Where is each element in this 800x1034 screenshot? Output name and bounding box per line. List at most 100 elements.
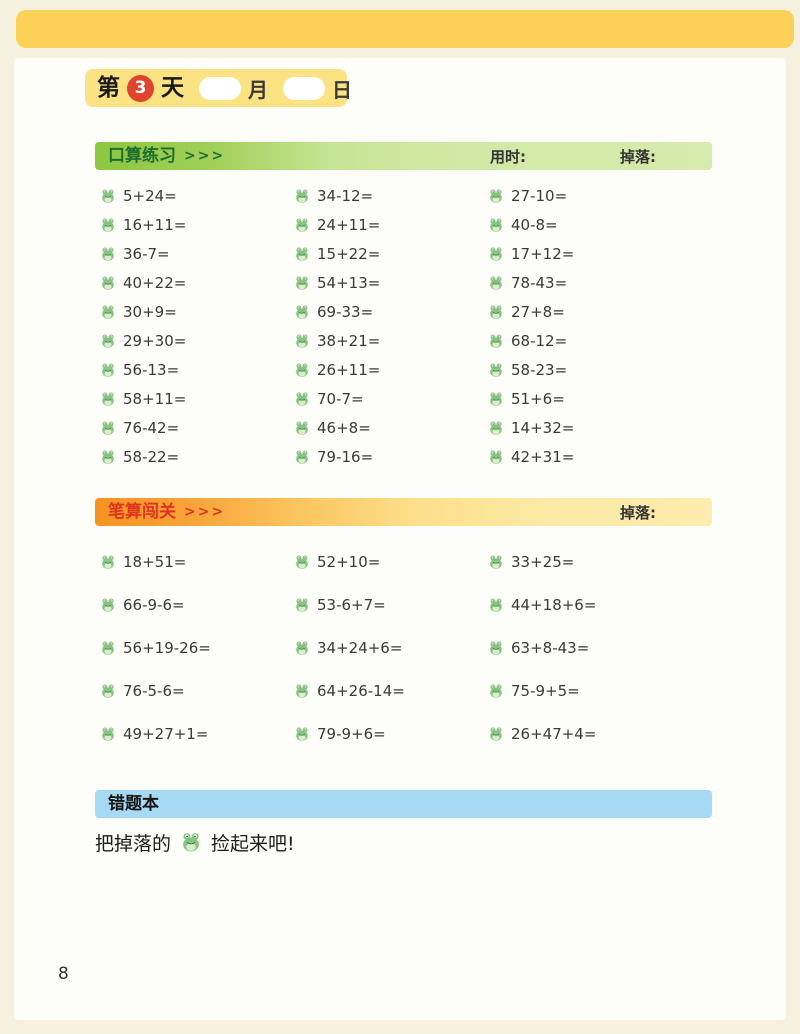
problem-text: 17+12= (511, 244, 575, 263)
problem-text: 79-9+6= (317, 724, 386, 743)
problem-item: 58-23= (488, 355, 682, 384)
problem-item: 38+21= (294, 326, 488, 355)
problem-text: 40+22= (123, 273, 187, 292)
frog-icon (100, 391, 116, 407)
frog-icon (488, 188, 504, 204)
problem-item: 26+11= (294, 355, 488, 384)
problem-text: 34+24+6= (317, 638, 403, 657)
frog-icon (488, 304, 504, 320)
problem-text: 5+24= (123, 186, 177, 205)
frog-icon (100, 420, 116, 436)
problem-column: 52+10= 53-6+7= 34+24+6= 64+26-14= 79-9+6= (294, 540, 488, 755)
written-challenge-header-bar: 笔算闯关 >>> 掉落: (95, 498, 712, 526)
frog-icon (488, 683, 504, 699)
problem-text: 58-23= (511, 360, 568, 379)
frog-icon (488, 449, 504, 465)
problem-item: 27-10= (488, 181, 682, 210)
problem-text: 64+26-14= (317, 681, 405, 700)
frog-icon (100, 188, 116, 204)
day-prefix: 第 (97, 74, 120, 101)
problem-text: 26+11= (317, 360, 381, 379)
day-number-badge: 3 (127, 74, 154, 102)
problem-item: 27+8= (488, 297, 682, 326)
arrows-icon: >>> (184, 504, 226, 520)
frog-icon (294, 188, 310, 204)
problem-item: 33+25= (488, 540, 682, 583)
problem-text: 46+8= (317, 418, 371, 437)
problem-text: 29+30= (123, 331, 187, 350)
problem-item: 18+51= (100, 540, 294, 583)
frog-icon (294, 333, 310, 349)
problem-text: 68-12= (511, 331, 568, 350)
problem-text: 33+25= (511, 552, 575, 571)
problem-text: 58+11= (123, 389, 187, 408)
top-banner (16, 10, 794, 48)
problem-text: 27+8= (511, 302, 565, 321)
frog-icon (100, 726, 116, 742)
paper-sheet (14, 58, 786, 1020)
frog-icon (100, 597, 116, 613)
problem-text: 51+6= (511, 389, 565, 408)
oral-title-text: 口算练习 (108, 145, 176, 166)
problem-item: 76-5-6= (100, 669, 294, 712)
problem-item: 30+9= (100, 297, 294, 326)
frog-icon (100, 683, 116, 699)
problem-column: 34-12= 24+11= 15+22= 54+13= 69-33= 38+21= 26+1… (294, 181, 488, 471)
problem-item: 79-9+6= (294, 712, 488, 755)
problem-column: 5+24= 16+11= 36-7= 40+22= 30+9= 29+30= 56-13= 5… (100, 181, 294, 471)
problem-text: 24+11= (317, 215, 381, 234)
problem-text: 70-7= (317, 389, 364, 408)
frog-icon (294, 391, 310, 407)
month-label: 月 (248, 77, 268, 102)
page-number: 8 (58, 964, 69, 984)
problem-text: 75-9+5= (511, 681, 580, 700)
frog-icon (100, 362, 116, 378)
frog-icon (488, 726, 504, 742)
frog-icon (294, 597, 310, 613)
frog-icon (294, 217, 310, 233)
frog-icon (488, 275, 504, 291)
frog-icon (100, 275, 116, 291)
problem-text: 49+27+1= (123, 724, 209, 743)
frog-icon (294, 246, 310, 262)
frog-icon (100, 246, 116, 262)
frog-icon (488, 333, 504, 349)
problem-text: 63+8-43= (511, 638, 590, 657)
frog-icon (100, 304, 116, 320)
frog-icon (294, 683, 310, 699)
problem-text: 44+18+6= (511, 595, 597, 614)
problem-item: 56-13= (100, 355, 294, 384)
problem-text: 14+32= (511, 418, 575, 437)
frog-icon (100, 333, 116, 349)
written-problems-grid: 18+51= 66-9-6= 56+19-26= 76-5-6= 49+27+1= 52+… (95, 540, 725, 755)
problem-item: 36-7= (100, 239, 294, 268)
problem-item: 34+24+6= (294, 626, 488, 669)
drop-count-label: 掉落: (620, 503, 656, 522)
frog-icon (294, 640, 310, 656)
problem-text: 79-16= (317, 447, 374, 466)
problem-item: 29+30= (100, 326, 294, 355)
problem-text: 69-33= (317, 302, 374, 321)
problem-text: 56+19-26= (123, 638, 211, 657)
mistake-notebook-header-bar: 错题本 (95, 790, 712, 818)
problem-item: 40-8= (488, 210, 682, 239)
problem-column: 33+25= 44+18+6= 63+8-43= 75-9+5= 26+47+4= (488, 540, 682, 755)
problem-text: 58-22= (123, 447, 180, 466)
day-header: 第 3 天 月 日 (85, 69, 352, 107)
problem-item: 58-22= (100, 442, 294, 471)
written-title-text: 笔算闯关 (108, 501, 176, 522)
problem-text: 42+31= (511, 447, 575, 466)
arrows-icon: >>> (184, 148, 226, 164)
problem-text: 40-8= (511, 215, 558, 234)
mistake-notebook-title: 错题本 (108, 790, 159, 818)
problem-item: 58+11= (100, 384, 294, 413)
problem-text: 36-7= (123, 244, 170, 263)
problem-item: 52+10= (294, 540, 488, 583)
problem-text: 18+51= (123, 552, 187, 571)
problem-item: 42+31= (488, 442, 682, 471)
frog-icon (294, 420, 310, 436)
problem-item: 49+27+1= (100, 712, 294, 755)
frog-icon (294, 362, 310, 378)
time-used-label: 用时: (490, 147, 526, 166)
